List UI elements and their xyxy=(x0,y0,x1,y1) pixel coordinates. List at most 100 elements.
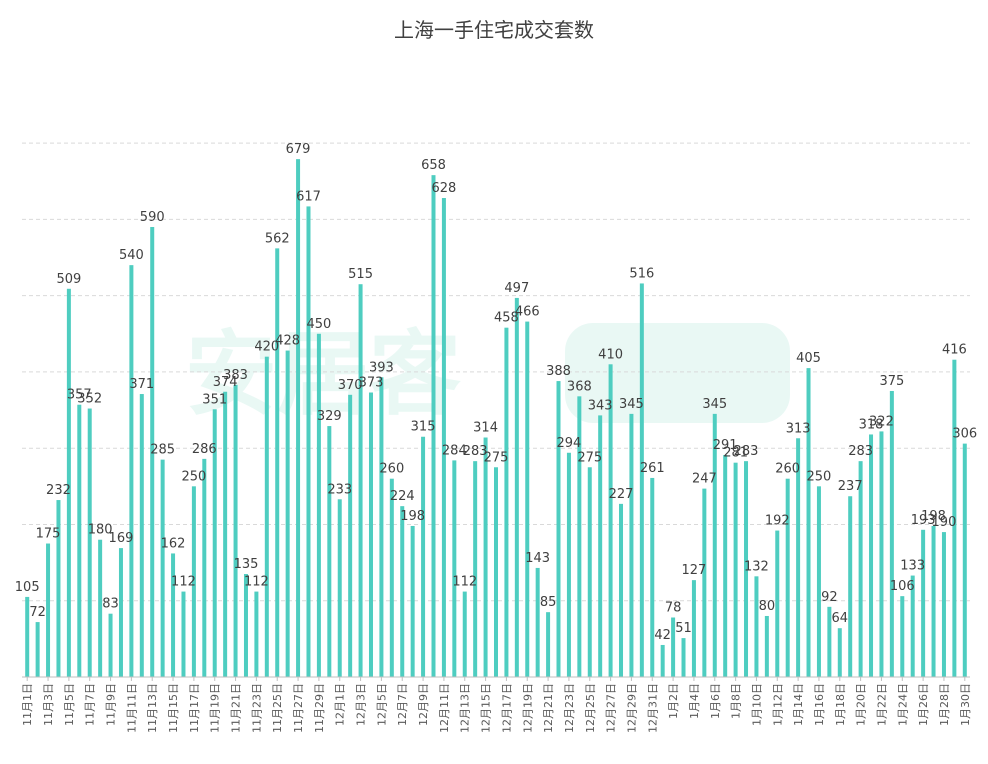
bar xyxy=(35,622,40,677)
svg-text:安居客: 安居客 xyxy=(185,321,461,428)
data-label: 329 xyxy=(317,409,342,424)
data-label: 112 xyxy=(244,575,269,590)
bar xyxy=(681,638,686,677)
bar xyxy=(858,461,863,677)
bar xyxy=(900,596,905,677)
x-tick-label: 12月25日 xyxy=(584,683,597,733)
bar xyxy=(441,198,446,677)
data-label: 42 xyxy=(654,628,671,643)
bar xyxy=(400,506,405,677)
x-tick-label: 12月11日 xyxy=(438,683,451,733)
bar xyxy=(671,617,676,677)
x-tick-label: 11月9日 xyxy=(105,683,118,726)
bar xyxy=(806,368,811,677)
data-label: 405 xyxy=(796,351,821,366)
bar xyxy=(87,408,92,677)
data-label: 383 xyxy=(223,368,248,383)
bar xyxy=(337,499,342,677)
bar xyxy=(56,500,61,677)
data-label: 198 xyxy=(921,509,946,524)
x-tick-label: 12月31日 xyxy=(646,683,659,733)
data-label: 450 xyxy=(306,317,331,332)
bar xyxy=(46,543,51,677)
x-tick-label: 11月25日 xyxy=(271,683,284,733)
data-label: 281 xyxy=(723,446,748,461)
x-tick-label: 12月9日 xyxy=(417,683,430,726)
x-tick-label: 12月21日 xyxy=(542,683,555,733)
data-label: 72 xyxy=(29,605,46,620)
x-tick-label: 11月27日 xyxy=(292,683,305,733)
data-label: 250 xyxy=(807,469,832,484)
bar xyxy=(869,434,874,677)
x-tick-label: 12月13日 xyxy=(459,683,472,733)
data-label: 497 xyxy=(504,281,529,296)
x-tick-label: 12月5日 xyxy=(375,683,388,726)
data-label: 509 xyxy=(56,272,81,287)
bar xyxy=(754,576,759,677)
bar xyxy=(243,574,248,677)
bar xyxy=(494,467,498,677)
bar xyxy=(587,467,592,677)
bar xyxy=(546,612,551,677)
bars xyxy=(25,159,967,677)
data-label: 373 xyxy=(359,376,384,391)
x-tick-label: 12月27日 xyxy=(605,683,618,733)
data-label: 357 xyxy=(67,388,92,403)
data-label: 237 xyxy=(838,479,863,494)
data-label: 458 xyxy=(494,311,519,326)
data-label: 132 xyxy=(744,559,769,574)
x-tick-label: 11月23日 xyxy=(250,683,263,733)
bar xyxy=(619,503,624,677)
bar xyxy=(431,175,436,677)
data-label: 318 xyxy=(859,417,884,432)
bar xyxy=(712,413,717,677)
x-tick-label: 12月15日 xyxy=(480,683,493,733)
x-tick-label: 11月29日 xyxy=(313,683,326,733)
bar xyxy=(660,644,665,677)
data-label: 416 xyxy=(942,343,967,358)
x-tick-label: 11月21日 xyxy=(230,683,243,733)
x-tick-label: 1月22日 xyxy=(875,683,888,726)
data-label: 617 xyxy=(296,189,321,204)
data-label: 198 xyxy=(400,509,425,524)
bar xyxy=(118,548,123,677)
bar xyxy=(254,591,259,677)
data-label: 275 xyxy=(484,450,509,465)
bar xyxy=(285,350,290,677)
data-label: 562 xyxy=(265,231,290,246)
data-label: 285 xyxy=(150,443,175,458)
data-label: 127 xyxy=(682,563,707,578)
bar xyxy=(171,553,176,677)
bar xyxy=(733,462,738,677)
data-label: 112 xyxy=(171,575,196,590)
x-tick-label: 1月24日 xyxy=(896,683,909,726)
x-tick-label: 12月3日 xyxy=(355,683,368,726)
bar xyxy=(389,478,394,677)
x-tick-label: 11月15日 xyxy=(167,683,180,733)
data-label: 313 xyxy=(786,421,811,436)
x-tick-label: 12月23日 xyxy=(563,683,576,733)
data-label: 371 xyxy=(129,377,154,392)
bar xyxy=(931,525,936,677)
bar xyxy=(650,477,655,677)
data-label: 322 xyxy=(869,414,894,429)
data-label: 516 xyxy=(629,266,654,281)
data-label: 260 xyxy=(775,462,800,477)
data-label: 314 xyxy=(473,421,498,436)
x-tick-label: 11月1日 xyxy=(21,683,34,726)
bar xyxy=(577,396,582,677)
data-label: 286 xyxy=(192,442,217,457)
bar xyxy=(129,265,134,677)
data-label: 192 xyxy=(765,514,790,529)
bar xyxy=(296,159,301,677)
data-label: 106 xyxy=(890,579,915,594)
x-tick-label: 1月26日 xyxy=(917,683,930,726)
bar xyxy=(306,206,311,677)
x-tick-label: 12月29日 xyxy=(625,683,638,733)
bar xyxy=(525,321,530,677)
data-label: 133 xyxy=(900,559,925,574)
bar xyxy=(723,455,728,677)
data-label: 135 xyxy=(234,557,259,572)
